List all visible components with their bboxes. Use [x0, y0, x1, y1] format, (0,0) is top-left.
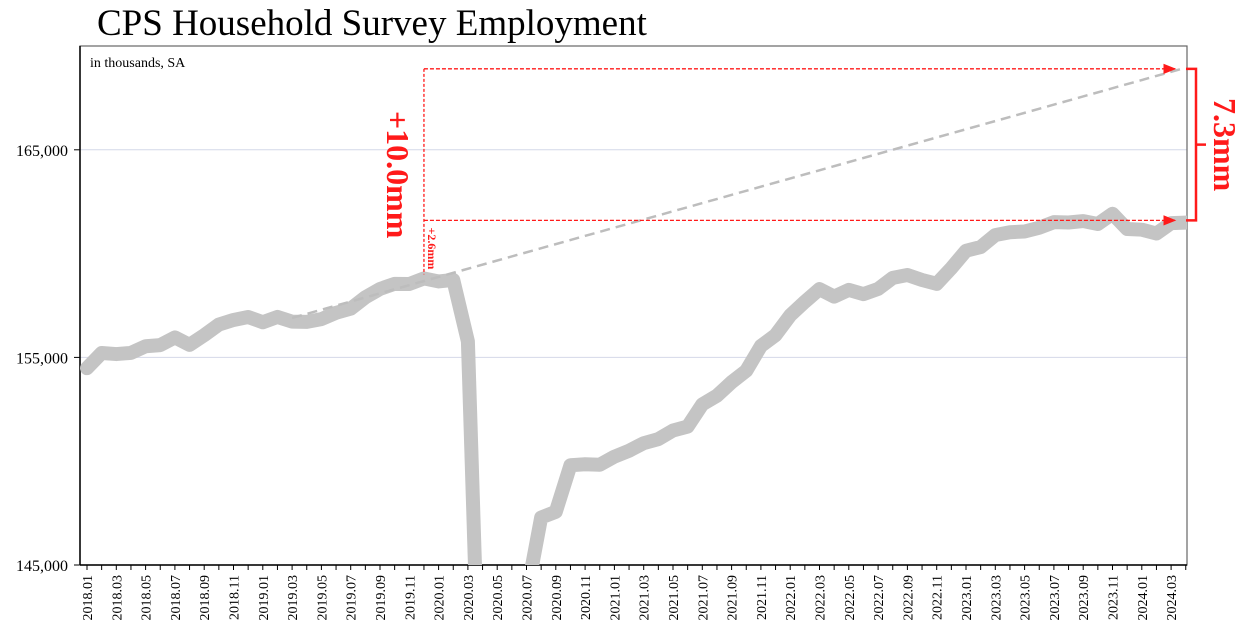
x-tick-label: 2018.05: [140, 575, 155, 621]
x-tick-label: 2020.07: [521, 575, 536, 621]
x-tick-label: 2019.07: [345, 575, 360, 621]
trend-gain-label: +10.0mm: [380, 111, 416, 239]
x-tick-label: 2022.01: [784, 575, 799, 621]
x-tick-label: 2018.09: [198, 575, 213, 621]
trend-line: [291, 67, 1183, 320]
x-tick-label: 2020.01: [433, 575, 448, 621]
x-tick-label: 2022.07: [872, 575, 887, 621]
series-line: [80, 206, 1187, 565]
x-tick-label: 2018.07: [169, 575, 184, 621]
y-tick-label: 155,000: [16, 350, 68, 367]
x-tick-label: 2022.09: [901, 575, 916, 621]
x-tick-label: 2021.03: [638, 575, 653, 621]
plot-frame: [79, 45, 1188, 566]
x-tick-label: 2022.11: [931, 575, 946, 620]
subtitle: in thousands, SA: [90, 56, 186, 71]
y-tick-label: 165,000: [16, 143, 68, 160]
x-tick-label: 2022.03: [814, 575, 829, 621]
x-tick-label: 2021.11: [755, 575, 770, 620]
x-tick-label: 2023.05: [1019, 575, 1034, 621]
x-tick-label: 2019.01: [257, 575, 272, 621]
x-tick-label: 2019.03: [286, 575, 301, 621]
x-tick-label: 2019.09: [374, 575, 389, 621]
x-tick-label: 2024.01: [1136, 575, 1151, 621]
x-tick-label: 2019.05: [315, 575, 330, 621]
x-tick-label: 2021.07: [696, 575, 711, 621]
x-tick-label: 2020.11: [579, 575, 594, 620]
x-tick-label: 2022.05: [843, 575, 858, 621]
x-tick-label: 2023.01: [960, 575, 975, 621]
x-tick-label: 2018.03: [110, 575, 125, 621]
x-tick-label: 2020.05: [491, 575, 506, 621]
x-tick-label: 2020.03: [462, 575, 477, 621]
x-tick-label: 2018.11: [228, 575, 243, 620]
x-tick-label: 2021.09: [726, 575, 741, 621]
x-tick-label: 2019.11: [403, 575, 418, 620]
x-tick-label: 2020.09: [550, 575, 565, 621]
y-tick-label: 145,000: [16, 558, 68, 575]
gap-bracket: [1186, 67, 1206, 222]
plot-area: [80, 67, 1187, 565]
chart-title: CPS Household Survey Employment: [97, 3, 647, 44]
x-tick-label: 2024.03: [1165, 575, 1180, 621]
x-tick-label: 2023.11: [1107, 575, 1122, 620]
x-tick-label: 2023.03: [989, 575, 1004, 621]
actual-gain-label: +2.6mm: [425, 227, 439, 269]
x-tick-label: 2023.09: [1077, 575, 1092, 621]
x-tick-label: 2021.01: [608, 575, 623, 621]
x-tick-label: 2021.05: [667, 575, 682, 621]
x-tick-label: 2023.07: [1048, 575, 1063, 621]
gap-label: 7.3mm: [1207, 98, 1243, 192]
x-tick-label: 2018.01: [81, 575, 96, 621]
